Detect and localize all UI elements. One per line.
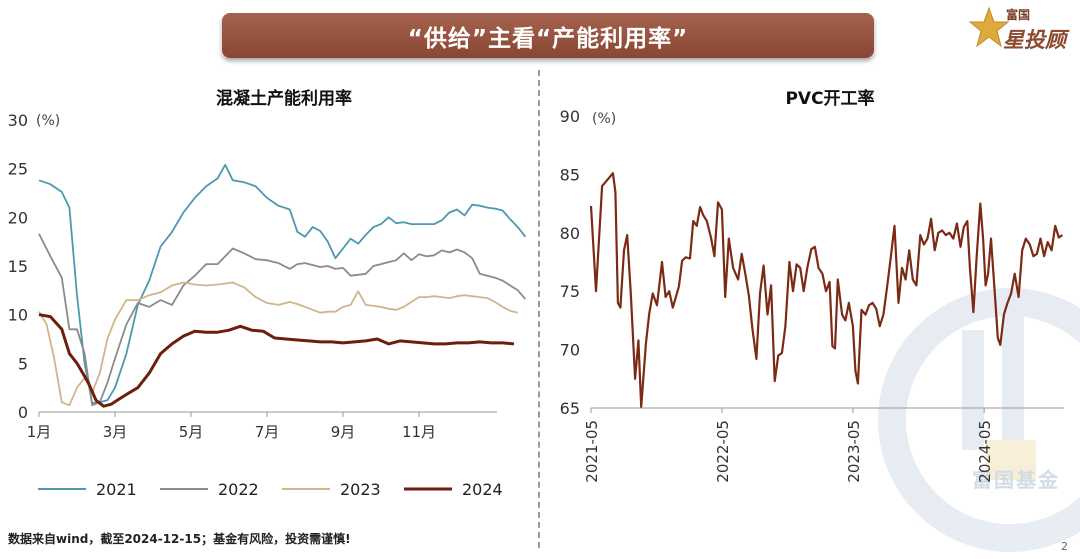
left-y-tick-label: 15	[8, 257, 28, 276]
left-y-tick-label: 10	[8, 306, 28, 325]
legend-label-2024: 2024	[462, 480, 503, 499]
left-x-tick-label: 1月	[27, 423, 52, 441]
left-series-lines	[38, 163, 527, 408]
left-x-tick-label: 9月	[331, 423, 356, 441]
right-y-tick-label: 75	[560, 282, 580, 301]
left-x-tick-label: 11月	[402, 423, 436, 441]
left-x-tick-label: 3月	[103, 423, 128, 441]
right-series-lines	[589, 172, 1064, 408]
left-y-tick-label: 20	[8, 208, 28, 227]
left-y-tick-label: 0	[18, 403, 28, 422]
right-x-tick-label: 2023-05	[845, 420, 863, 483]
right-y-unit-label: (%)	[592, 111, 616, 127]
concrete-chart-title: 混凝土产能利用率	[216, 89, 352, 109]
series-line-2023	[38, 281, 519, 407]
brand-logo: 富国 星投顾	[968, 4, 1072, 54]
right-y-tick-label: 85	[560, 165, 580, 184]
logo-top-text: 富国	[1005, 8, 1030, 22]
left-x-tick-label: 7月	[255, 423, 280, 441]
footer-source-note: 数据来自wind，截至2024-12-15；基金有风险，投资需谨慎!	[8, 532, 351, 546]
legend-label-2022: 2022	[218, 480, 259, 499]
legend-label-2021: 2021	[96, 480, 137, 499]
right-y-tick-label: 65	[560, 399, 580, 418]
legend-label-2023: 2023	[340, 480, 381, 499]
panel-divider	[538, 70, 540, 548]
pvc-series-line	[589, 172, 1064, 408]
star-icon	[968, 6, 1010, 48]
right-x-tick-label: 2021-05	[583, 420, 601, 483]
series-line-2022	[38, 233, 527, 407]
left-x-tick-label: 5月	[179, 423, 204, 441]
right-y-tick-label: 80	[560, 224, 580, 243]
left-y-tick-label: 5	[18, 354, 28, 373]
left-y-tick-label: 25	[8, 160, 28, 179]
logo-main-text: 星投顾	[1003, 28, 1066, 52]
series-line-2021	[38, 163, 527, 405]
watermark-text: 富国基金	[972, 468, 1060, 492]
right-x-tick-label: 2024-05	[976, 420, 994, 483]
right-y-tick-label: 90	[560, 107, 580, 126]
left-legend: 2021 2022 2023 2024	[38, 480, 503, 499]
series-line-2024	[38, 313, 515, 408]
right-x-tick-label: 2022-05	[714, 420, 732, 483]
right-axes: 65 70 75 80 85 90 2021-05 2022-05 2023-05 2024-05	[560, 107, 1064, 483]
title-banner: “供给”主看“产能利用率”	[222, 13, 874, 58]
left-y-unit-label: (%)	[36, 113, 60, 129]
right-y-tick-label: 70	[560, 341, 580, 360]
left-y-tick-label: 30	[8, 111, 28, 130]
left-axes: 0 5 10 15 20 25 30 1月 3月 5月 7月 9月 11月	[8, 111, 497, 441]
banner-title: “供给”主看“产能利用率”	[407, 25, 689, 52]
page-number: 2	[1061, 540, 1068, 553]
pvc-operating-rate-chart: (%) 65 70 75 80 85 90 2021-05 2022-05 2023-05 202…	[560, 107, 1064, 483]
pvc-chart-title: PVC开工率	[785, 89, 875, 109]
